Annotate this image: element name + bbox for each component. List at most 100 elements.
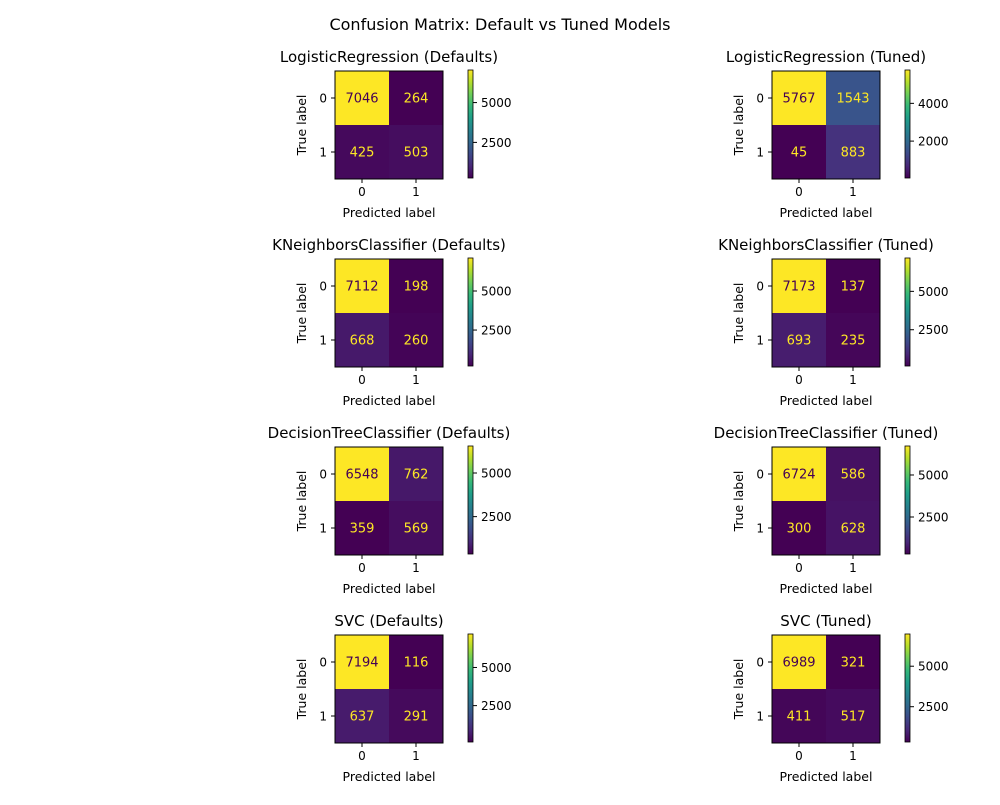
- heatmap-cell: [772, 689, 826, 743]
- x-tick-label: 1: [412, 561, 420, 575]
- cell-value-label: 116: [404, 656, 429, 671]
- cell-value-label: 411: [787, 710, 812, 725]
- y-tick-label: 0: [756, 92, 764, 106]
- x-tick-label: 0: [795, 561, 803, 575]
- colorbar-tick-label: 2500: [481, 136, 512, 150]
- heatmap-cell: [772, 71, 826, 125]
- x-axis-label: Predicted label: [780, 769, 873, 784]
- y-tick-label: 1: [756, 710, 764, 724]
- x-tick-label: 0: [358, 561, 366, 575]
- colorbar-tick-label: 2500: [918, 700, 949, 714]
- cell-value-label: 517: [841, 710, 866, 725]
- panel-kneighborsclassifier-tuned: KNeighborsClassifier (Tuned) 7173 137 693 23…: [718, 236, 948, 408]
- panel-title: DecisionTreeClassifier (Tuned): [714, 424, 939, 442]
- y-tick-label: 0: [319, 92, 327, 106]
- y-axis-label: True label: [731, 471, 746, 533]
- x-tick-label: 1: [412, 185, 420, 199]
- x-tick-label: 0: [358, 185, 366, 199]
- panel-title: DecisionTreeClassifier (Defaults): [268, 424, 511, 442]
- panel-svc-tuned: SVC (Tuned) 6989 321 411 517 0 1 0 1 Predicted la…: [731, 612, 949, 784]
- cell-value-label: 569: [404, 522, 429, 537]
- heatmap-frame: [771, 258, 881, 368]
- colorbar-tick-label: 5000: [481, 467, 512, 481]
- panel-kneighborsclassifier-defaults: KNeighborsClassifier (Defaults) 7112 198 66…: [272, 236, 511, 408]
- heatmap-frame: [334, 258, 444, 368]
- y-tick-label: 0: [756, 280, 764, 294]
- y-axis-label: True label: [294, 471, 309, 533]
- cell-value-label: 300: [787, 522, 812, 537]
- x-tick-label: 1: [412, 749, 420, 763]
- cell-value-label: 5767: [782, 92, 815, 107]
- cell-value-label: 637: [350, 710, 375, 725]
- heatmap-cell: [389, 689, 443, 743]
- heatmap-cell: [389, 635, 443, 689]
- y-axis-label: True label: [731, 95, 746, 157]
- cell-value-label: 586: [841, 468, 866, 483]
- cell-value-label: 45: [791, 146, 808, 161]
- colorbar-tick-label: 4000: [918, 97, 949, 111]
- cell-value-label: 668: [350, 334, 375, 349]
- colorbar-tick-label: 5000: [481, 96, 512, 110]
- colorbar-tick-label: 2500: [918, 511, 949, 525]
- y-tick-label: 0: [319, 468, 327, 482]
- x-axis-label: Predicted label: [780, 205, 873, 220]
- colorbar: [467, 69, 474, 179]
- heatmap-cell: [826, 689, 880, 743]
- heatmap-frame: [334, 634, 444, 744]
- colorbar-tick-label: 2000: [918, 135, 949, 149]
- cell-value-label: 628: [841, 522, 866, 537]
- panel-title: SVC (Tuned): [780, 612, 871, 630]
- x-tick-label: 0: [358, 373, 366, 387]
- colorbar: [904, 257, 911, 367]
- cell-value-label: 762: [404, 468, 429, 483]
- colorbar-tick-label: 5000: [918, 660, 949, 674]
- heatmap-cell: [335, 125, 389, 179]
- heatmap-cell: [389, 313, 443, 367]
- cell-value-label: 137: [841, 280, 866, 295]
- cell-value-label: 291: [404, 710, 429, 725]
- x-axis-label: Predicted label: [780, 581, 873, 596]
- figure-title: Confusion Matrix: Default vs Tuned Model…: [329, 15, 670, 34]
- panel-title: LogisticRegression (Defaults): [280, 48, 498, 66]
- heatmap-cell: [826, 125, 880, 179]
- colorbar-tick-label: 2500: [481, 324, 512, 338]
- heatmap-cell: [335, 635, 389, 689]
- cell-value-label: 1543: [836, 92, 869, 107]
- colorbar-tick-label: 5000: [481, 661, 512, 675]
- y-tick-label: 0: [756, 656, 764, 670]
- panel-title: LogisticRegression (Tuned): [726, 48, 926, 66]
- colorbar-tick-label: 5000: [918, 468, 949, 482]
- x-axis-label: Predicted label: [780, 393, 873, 408]
- heatmap-frame: [334, 446, 444, 556]
- x-tick-label: 0: [795, 373, 803, 387]
- colorbar-tick-label: 5000: [481, 284, 512, 298]
- y-tick-label: 1: [756, 522, 764, 536]
- y-axis-label: True label: [731, 659, 746, 721]
- x-tick-label: 0: [795, 185, 803, 199]
- cell-value-label: 264: [404, 92, 429, 107]
- heatmap-cell: [389, 501, 443, 555]
- y-tick-label: 1: [319, 146, 327, 160]
- y-tick-label: 0: [319, 656, 327, 670]
- cell-value-label: 7046: [345, 92, 378, 107]
- heatmap-cell: [772, 313, 826, 367]
- cell-value-label: 425: [350, 146, 375, 161]
- heatmap-cell: [772, 125, 826, 179]
- cell-value-label: 359: [350, 522, 375, 537]
- x-axis-label: Predicted label: [343, 205, 436, 220]
- heatmap-cell: [772, 501, 826, 555]
- panel-title: KNeighborsClassifier (Tuned): [718, 236, 934, 254]
- cell-value-label: 260: [404, 334, 429, 349]
- colorbar-tick-label: 5000: [918, 285, 949, 299]
- heatmap-cell: [826, 259, 880, 313]
- heatmap-cell: [826, 501, 880, 555]
- cell-value-label: 7173: [782, 280, 815, 295]
- colorbar-tick-label: 2500: [481, 510, 512, 524]
- colorbar-tick-label: 2500: [918, 323, 949, 337]
- cell-value-label: 7112: [345, 280, 378, 295]
- x-tick-label: 0: [358, 749, 366, 763]
- panel-decisiontreeclassifier-tuned: DecisionTreeClassifier (Tuned) 6724 586 300…: [714, 424, 949, 596]
- cell-value-label: 6724: [782, 468, 815, 483]
- cell-value-label: 503: [404, 146, 429, 161]
- colorbar: [467, 633, 474, 743]
